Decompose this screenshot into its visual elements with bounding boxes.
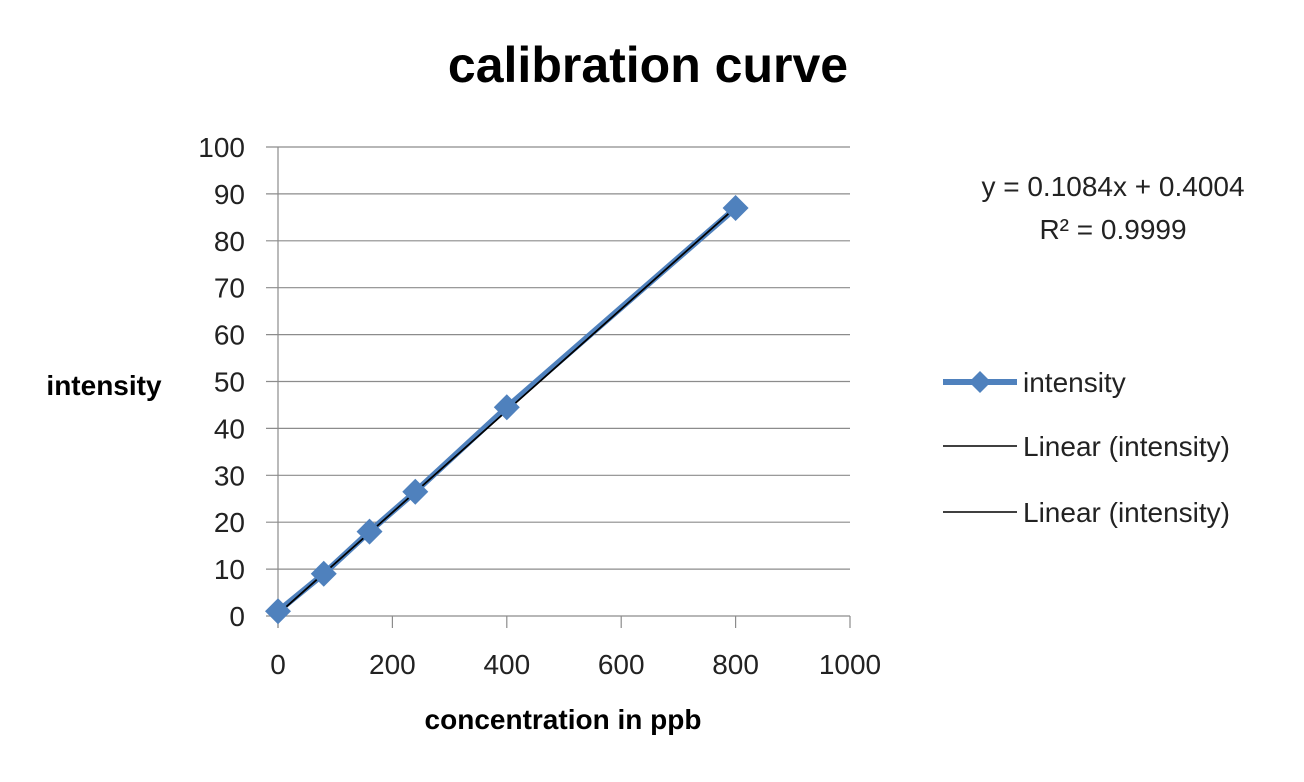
y-tick-label: 0 (229, 601, 245, 632)
trendline-equation: y = 0.1084x + 0.4004 R² = 0.9999 (981, 171, 1244, 245)
data-point (493, 394, 520, 421)
r-squared-text: R² = 0.9999 (1039, 214, 1186, 245)
chart-title: calibration curve (448, 37, 848, 93)
y-tick-label: 70 (214, 273, 245, 304)
y-tick-label: 40 (214, 413, 245, 444)
legend-label-intensity: intensity (1023, 367, 1126, 398)
y-tick-label: 20 (214, 507, 245, 538)
x-tick-label: 600 (598, 649, 645, 680)
legend-label-linear-2: Linear (intensity) (1023, 497, 1230, 528)
legend-label-linear-1: Linear (intensity) (1023, 431, 1230, 462)
legend-marker-intensity (969, 371, 991, 393)
data-point (265, 598, 291, 625)
data-points (265, 194, 749, 625)
y-tick-label: 100 (198, 132, 245, 163)
x-tick-label: 200 (369, 649, 416, 680)
data-point (356, 518, 383, 545)
y-tick-label: 90 (214, 179, 245, 210)
x-tick-label: 400 (483, 649, 530, 680)
data-point (402, 478, 429, 505)
data-point (310, 560, 337, 587)
legend: intensity Linear (intensity) Linear (inten… (943, 367, 1230, 528)
y-tick-label: 50 (214, 367, 245, 398)
y-axis-title: intensity (46, 370, 162, 401)
x-axis-title: concentration in ppb (425, 704, 702, 735)
data-point (722, 194, 749, 221)
y-tick-label: 10 (214, 554, 245, 585)
y-tick-labels: 0 10 20 30 40 50 60 70 80 90 100 (198, 132, 245, 632)
x-tick-label: 1000 (819, 649, 881, 680)
axes (266, 147, 851, 628)
x-tick-label: 0 (270, 649, 286, 680)
y-tick-label: 80 (214, 226, 245, 257)
y-tick-label: 30 (214, 460, 245, 491)
x-tick-labels: 0 200 400 600 800 1000 (270, 649, 881, 680)
gridlines (266, 146, 850, 570)
equation-text: y = 0.1084x + 0.4004 (981, 171, 1244, 202)
x-tick-label: 800 (712, 649, 759, 680)
y-tick-label: 60 (214, 320, 245, 351)
